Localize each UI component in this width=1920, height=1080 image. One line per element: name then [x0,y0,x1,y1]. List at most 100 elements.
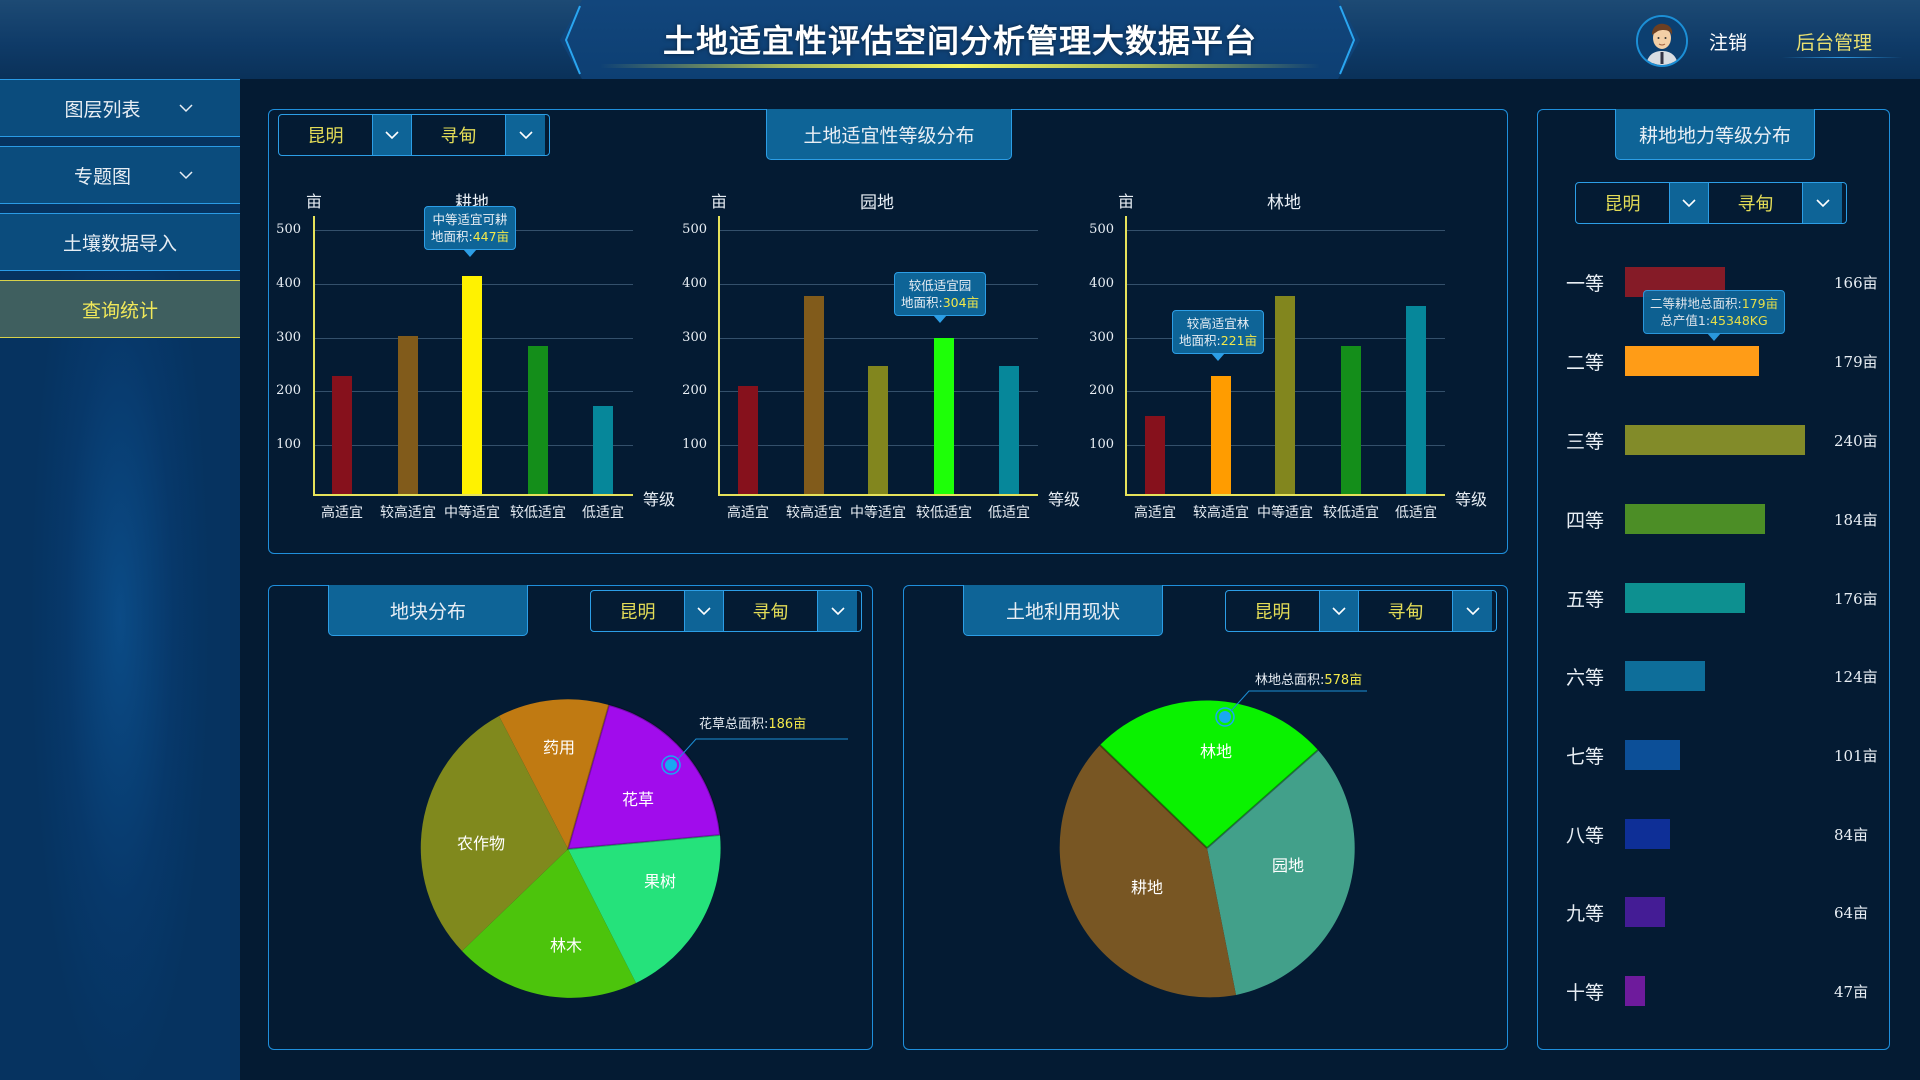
bar[interactable] [1211,376,1231,494]
tooltip-line: 二等耕地总面积:179亩 [1650,296,1779,311]
grade-row[interactable]: 九等 64亩 [1538,897,1888,927]
grade-bar[interactable] [1625,819,1670,849]
bar[interactable] [462,276,482,494]
bar[interactable] [332,376,352,494]
y-axis [718,216,720,496]
city-dropdown[interactable]: 昆明 [279,115,412,155]
grade-bar[interactable] [1625,897,1665,927]
x-category: 低适宜 [1395,505,1437,521]
county-dropdown-button[interactable] [505,115,545,155]
pie-label: 林地 [1200,742,1233,761]
bar[interactable] [593,406,613,494]
city-dropdown[interactable]: 昆明 [1576,183,1709,223]
grade-bar[interactable] [1625,346,1759,376]
city-dropdown-button[interactable] [1669,183,1709,223]
county-dropdown[interactable]: 寻甸 [1709,183,1842,223]
grade-bar[interactable] [1625,425,1805,455]
tooltip-line: 总产值1:45348KG [1660,313,1768,328]
grade-value: 84亩 [1834,826,1869,844]
grade-row[interactable]: 八等 84亩 [1538,819,1888,849]
city-dropdown-value: 昆明 [1254,602,1291,623]
city-dropdown-button[interactable] [372,115,412,155]
tooltip-line: 较低适宜园 [908,278,972,293]
grade-bar[interactable] [1625,976,1645,1006]
y-tick: 100 [682,437,707,452]
y-tick: 100 [1089,437,1114,452]
city-dropdown[interactable]: 昆明 [591,591,724,631]
county-dropdown-button[interactable] [1802,183,1842,223]
sidebar-item-query-stats[interactable]: 查询统计 [0,280,240,338]
avatar[interactable] [1636,15,1688,67]
chevron-down-icon [830,607,845,616]
grade-bar[interactable] [1625,583,1745,613]
y-tick: 500 [276,222,301,237]
pie-chart-parcels[interactable] [269,586,874,1051]
county-dropdown-button[interactable] [817,591,857,631]
x-category: 较低适宜 [510,505,566,521]
chart-tooltip: 较低适宜园 地面积:304亩 [894,272,987,323]
chevron-down-icon [1815,199,1830,208]
logout-link[interactable]: 注销 [1709,32,1748,54]
pie-label: 耕地 [1131,878,1164,897]
grade-row[interactable]: 十等 47亩 [1538,976,1888,1006]
grade-bar[interactable] [1625,740,1680,770]
sidebar-item-layer-list[interactable]: 图层列表 [0,79,240,137]
sidebar-item-thematic-map[interactable]: 专题图 [0,146,240,204]
grade-value: 184亩 [1834,511,1878,529]
admin-underline [1782,57,1902,58]
chevron-down-icon [1465,607,1480,616]
header: 土地适宜性评估空间分析管理大数据平台 注销 后台管理 [0,0,1920,79]
grade-label: 六等 [1566,667,1605,689]
tooltip-line: 地面积:447亩 [431,229,510,244]
grade-row[interactable]: 一等 166亩 [1538,267,1888,297]
bar[interactable] [738,386,758,494]
y-tick: 300 [1089,330,1114,345]
grade-label: 二等 [1566,352,1605,374]
gridline [1125,230,1445,231]
county-dropdown[interactable]: 寻甸 [724,591,857,631]
sidebar-item-soil-import[interactable]: 土壤数据导入 [0,213,240,271]
bar[interactable] [1341,346,1361,494]
bar[interactable] [528,346,548,494]
gridline [718,230,1038,231]
bar[interactable] [1406,306,1426,494]
bar[interactable] [804,296,824,494]
grade-row[interactable]: 七等 101亩 [1538,740,1888,770]
bar[interactable] [1275,296,1295,494]
pie-slice-farmland [1059,745,1236,998]
city-dropdown-button[interactable] [1319,591,1359,631]
bar[interactable] [398,336,418,494]
sidebar-item-label: 查询统计 [81,299,158,322]
grade-row[interactable]: 二等 179亩 [1538,346,1888,376]
bar[interactable] [934,338,954,494]
pie-callout: 花草总面积:186亩 [699,717,807,732]
title-banner-frame-icon [560,0,1360,79]
chart-tooltip: 较高适宜林 地面积:221亩 [1172,310,1265,361]
city-dropdown[interactable]: 昆明 [1226,591,1359,631]
grade-bar[interactable] [1625,661,1705,691]
x-axis [718,494,1038,496]
county-dropdown-button[interactable] [1452,591,1492,631]
county-dropdown[interactable]: 寻甸 [1359,591,1492,631]
grade-row[interactable]: 六等 124亩 [1538,661,1888,691]
y-tick: 400 [276,276,301,291]
x-category: 较高适宜 [786,505,842,521]
pie-chart-land-use[interactable] [904,586,1509,1051]
grade-row[interactable]: 四等 184亩 [1538,504,1888,534]
chevron-down-icon [385,131,399,140]
chart-title: 园地 [860,193,894,213]
admin-link[interactable]: 后台管理 [1796,32,1873,54]
bar[interactable] [999,366,1019,494]
county-dropdown[interactable]: 寻甸 [412,115,545,155]
y-tick: 500 [682,222,707,237]
grade-row[interactable]: 五等 176亩 [1538,583,1888,613]
city-dropdown-button[interactable] [684,591,724,631]
x-category: 中等适宜 [850,505,906,521]
pie-slice-orchard [1207,750,1355,995]
region-filter: 昆明 寻甸 [1225,590,1497,632]
grade-row[interactable]: 三等 240亩 [1538,425,1888,455]
bar[interactable] [868,366,888,494]
grade-label: 七等 [1566,746,1605,768]
grade-bar[interactable] [1625,504,1765,534]
bar[interactable] [1145,416,1165,494]
